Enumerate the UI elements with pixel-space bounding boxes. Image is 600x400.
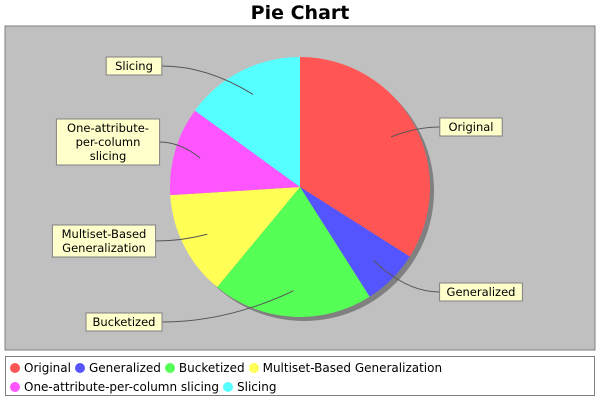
legend-label: Generalized	[88, 361, 161, 375]
chart-title: Pie Chart	[250, 2, 350, 24]
slice-label: Slicing	[105, 56, 163, 76]
slice-label-text: One-attribute-	[67, 121, 149, 135]
slice-label-text: slicing	[90, 149, 127, 163]
pie-slice-bucketized	[217, 187, 370, 317]
legend-item: Multiset-Based Generalization	[248, 359, 443, 377]
leader-line	[161, 65, 254, 95]
label-box	[105, 56, 163, 76]
label-box	[439, 282, 523, 302]
leader-line	[373, 260, 440, 293]
legend-label: Original	[24, 361, 71, 375]
pie-slice-one-attribute-per-column-slicing	[170, 110, 300, 196]
slice-label: Bucketized	[85, 312, 163, 332]
legend-label: Multiset-Based Generalization	[262, 361, 443, 375]
legend-label: Slicing	[237, 380, 277, 394]
slice-label-text: Bucketized	[93, 315, 156, 329]
legend-swatch-icon	[10, 363, 20, 373]
legend-label: Bucketized	[178, 361, 245, 375]
pie-slice-multiset-based-generalization	[170, 187, 300, 288]
label-box	[51, 224, 157, 258]
legend-swatch-icon	[10, 382, 20, 392]
slice-label-text: Original	[448, 120, 493, 134]
leader-line	[161, 290, 294, 323]
slice-label-text: Generalization	[62, 241, 146, 255]
pie-slice-generalized	[300, 187, 410, 297]
leader-line	[159, 141, 201, 159]
slice-label-text: Slicing	[115, 59, 153, 73]
pie-slices	[170, 57, 434, 321]
legend-swatch-icon	[223, 382, 233, 392]
legend-swatch-icon	[248, 363, 259, 373]
pie-chart: Original Generalized Bucketized Multiset-Ba…	[4, 25, 596, 351]
slice-label-text: Multiset-Based	[62, 227, 147, 241]
legend: Original Generalized Bucketized Multiset-Ba…	[5, 356, 595, 396]
slice-label-text: Generalized	[447, 285, 516, 299]
pie-slice-original	[300, 57, 430, 257]
slice-label: Original	[439, 117, 503, 137]
pie-slice-slicing	[194, 57, 300, 187]
legend-swatch-icon	[74, 363, 85, 373]
leader-line	[155, 233, 208, 242]
legend-item: One-attribute-per-column slicing	[10, 378, 219, 396]
label-box	[85, 312, 163, 332]
legend-label: One-attribute-per-column slicing	[24, 380, 219, 394]
slice-label-text: per-column	[76, 135, 141, 149]
label-box	[439, 117, 503, 137]
slice-labels: Original Generalized Bucketized Multiset-Ba…	[51, 56, 523, 332]
leader-line	[390, 126, 440, 138]
legend-item: Generalized	[74, 359, 161, 377]
slice-label: Generalized	[439, 282, 523, 302]
label-box	[55, 118, 161, 166]
legend-item: Slicing	[223, 378, 276, 396]
legend-item: Original	[10, 359, 71, 377]
legend-item: Bucketized	[164, 359, 245, 377]
legend-swatch-icon	[164, 363, 175, 373]
